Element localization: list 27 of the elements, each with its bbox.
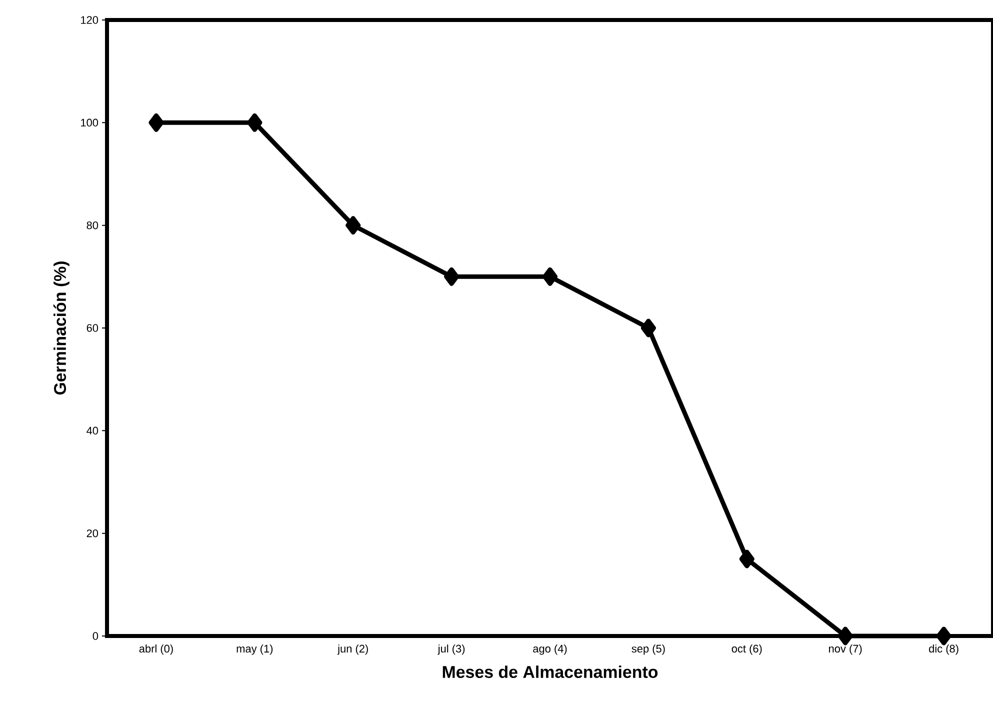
y-tick-label: 80 [86, 221, 98, 230]
point [542, 267, 558, 286]
y-tick-label: 100 [81, 118, 98, 127]
x-tick-label: dic (8) [929, 644, 958, 655]
x-tick-label: ago (4) [533, 644, 567, 655]
x-tick-label: oct (6) [732, 644, 762, 655]
y-tick-label: 0 [92, 632, 98, 640]
x-axis-title: Meses de Almacenamiento [442, 666, 658, 678]
point [247, 113, 262, 132]
point [640, 318, 656, 338]
x-tick-label: abrl (0) [139, 644, 173, 655]
y-tick-label: 40 [86, 426, 98, 435]
x-tick-label: nov (7) [829, 644, 862, 655]
point [346, 216, 361, 235]
point [838, 626, 853, 646]
point [739, 550, 754, 568]
y-tick-label: 120 [81, 16, 98, 24]
y-tick-label: 60 [86, 324, 98, 332]
point [936, 626, 952, 646]
x-tick-label: jul (3) [438, 644, 465, 655]
y-tick-label: 20 [86, 529, 98, 538]
y-axis-title: Germinación (%) [53, 262, 70, 395]
x-tick-label: jun (2) [337, 644, 368, 655]
x-tick-label: may (1) [236, 644, 273, 655]
x-tick-label: sep (5) [632, 644, 665, 655]
point [444, 267, 460, 286]
point [148, 113, 164, 132]
